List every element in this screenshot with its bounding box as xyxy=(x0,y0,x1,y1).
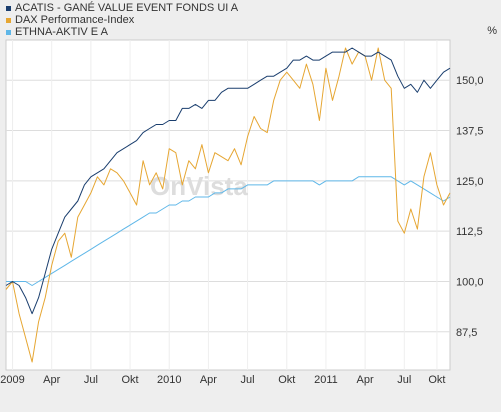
x-tick-label: 2010 xyxy=(157,374,181,386)
x-tick-label: Jul xyxy=(241,374,255,386)
x-tick-label: Apr xyxy=(43,374,60,386)
y-tick-label: 150,0 xyxy=(456,75,484,87)
x-tick-label: 2011 xyxy=(314,374,338,386)
x-tick-label: Okt xyxy=(278,374,295,386)
grid-layer xyxy=(6,40,450,370)
x-tick-label: Okt xyxy=(121,374,138,386)
legend-swatch-ethna xyxy=(6,29,11,35)
legend-swatch-dax xyxy=(6,17,11,23)
y-tick-label: 87,5 xyxy=(456,327,477,339)
x-tick-label: Okt xyxy=(428,374,445,386)
legend-label-ethna: ETHNA-AKTIV E A xyxy=(15,26,108,38)
plot-background xyxy=(5,39,451,371)
series-line-ethna[interactable] xyxy=(6,176,451,286)
series-line-acatis[interactable] xyxy=(5,47,451,315)
series-layer xyxy=(5,47,451,363)
axis-layer: 87,5 100,0 112,5 125,0 137,5 150,0 2009 Apr Jul O… xyxy=(0,75,483,386)
legend-swatch-acatis xyxy=(6,5,11,11)
y-tick-label: 112,5 xyxy=(456,226,483,238)
y-tick-label: 137,5 xyxy=(456,126,484,138)
y-tick-label: 125,0 xyxy=(456,176,484,188)
legend-label-dax: DAX Performance-Index xyxy=(15,14,135,26)
y-axis-unit-label: % xyxy=(487,25,497,37)
y-tick-label: 100,0 xyxy=(456,276,484,288)
legend-label-acatis: ACATIS - GANÉ VALUE EVENT FONDS UI A xyxy=(15,2,239,14)
x-tick-label: Jul xyxy=(84,374,98,386)
legend-item-ethna[interactable]: ETHNA-AKTIV E A xyxy=(6,26,238,38)
x-tick-label: 2009 xyxy=(0,374,24,386)
x-tick-label: Jul xyxy=(397,374,411,386)
legend-item-acatis[interactable]: ACATIS - GANÉ VALUE EVENT FONDS UI A xyxy=(6,2,238,14)
x-tick-label: Apr xyxy=(357,374,374,386)
series-line-dax[interactable] xyxy=(5,47,451,363)
legend-item-dax[interactable]: DAX Performance-Index xyxy=(6,14,238,26)
watermark-text: OnVista xyxy=(150,171,248,201)
x-tick-label: Apr xyxy=(200,374,217,386)
legend: ACATIS - GANÉ VALUE EVENT FONDS UI A DAX… xyxy=(6,2,238,38)
